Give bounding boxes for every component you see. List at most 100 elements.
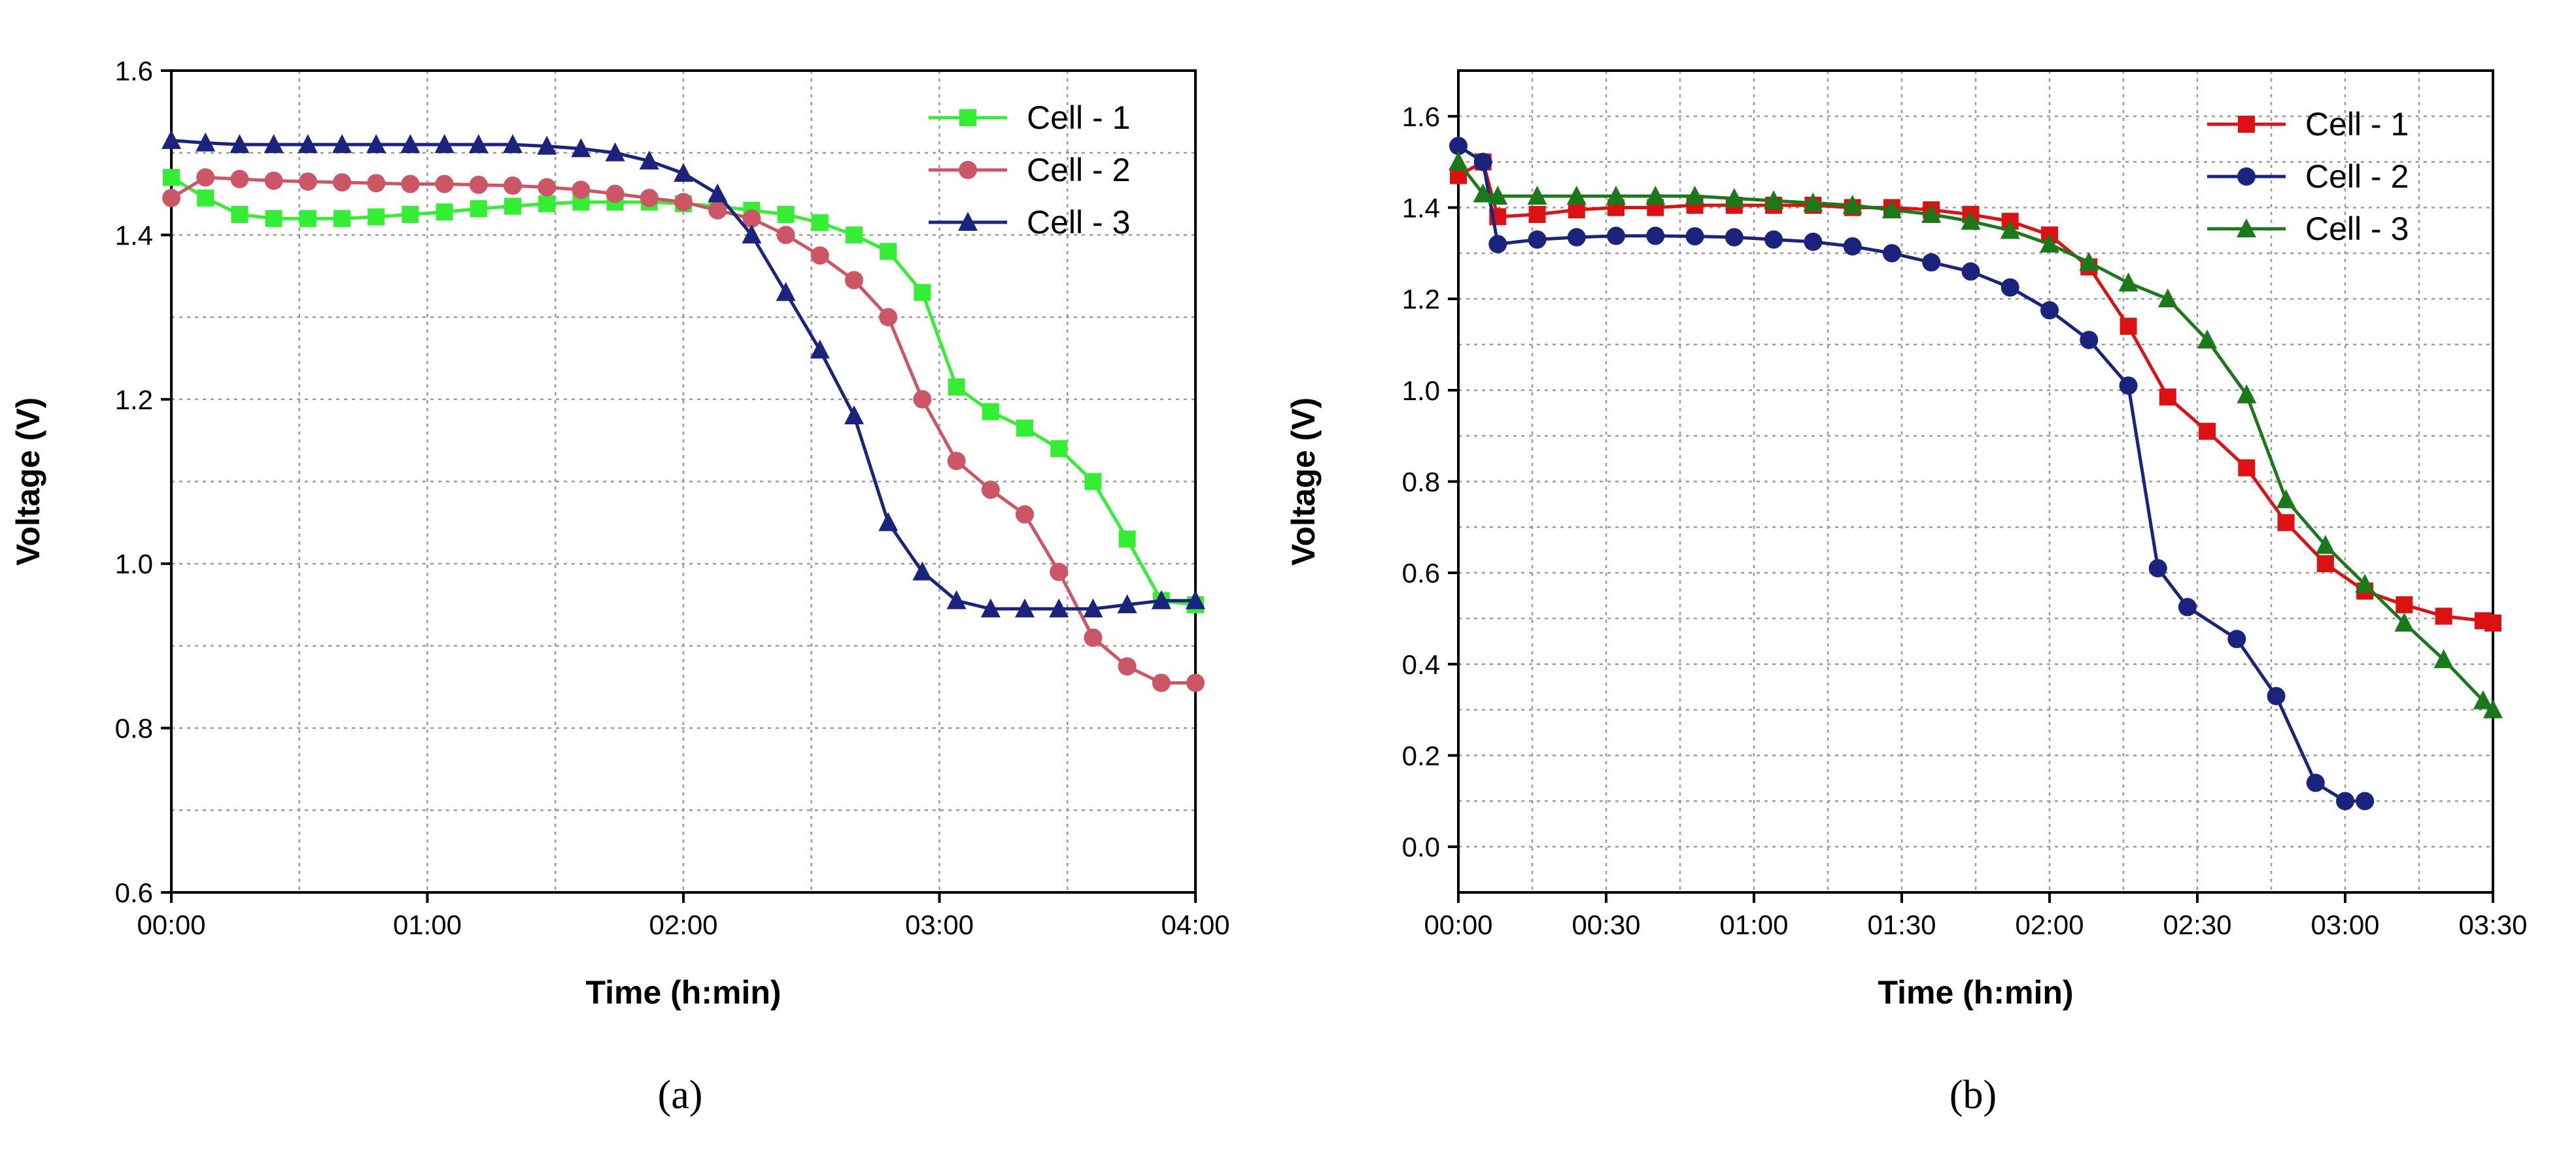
data-point: [606, 184, 625, 203]
data-point: [538, 178, 557, 197]
data-point: [742, 224, 762, 244]
data-point: [777, 205, 795, 223]
data-point: [368, 208, 385, 226]
data-point: [572, 180, 591, 199]
data-point: [1922, 253, 1941, 272]
y-tick-label: 1.0: [115, 549, 153, 579]
data-point: [196, 132, 216, 152]
data-point: [504, 176, 522, 195]
panel-label: (b): [1949, 1073, 1997, 1117]
data-point: [913, 390, 932, 409]
data-point: [571, 138, 591, 158]
legend-swatch-marker: [2237, 167, 2256, 186]
data-point: [980, 598, 1001, 618]
data-point: [1117, 594, 1137, 614]
legend-label: Cell - 2: [2305, 158, 2409, 195]
data-point: [2238, 459, 2256, 477]
y-tick-label: 0.8: [1402, 467, 1440, 498]
data-point: [2157, 288, 2178, 308]
data-point: [1842, 195, 1863, 214]
data-point: [2197, 330, 2218, 349]
data-point: [1606, 186, 1626, 205]
data-point: [811, 214, 829, 231]
data-point: [2435, 607, 2452, 625]
data-point: [2237, 384, 2257, 403]
data-point: [1016, 419, 1033, 437]
data-point: [2080, 331, 2099, 350]
data-point: [2001, 278, 2019, 297]
data-point: [1881, 199, 1902, 218]
y-tick-label: 1.2: [115, 384, 153, 415]
data-point: [470, 200, 487, 218]
y-tick-label: 0.4: [1402, 649, 1440, 680]
data-point: [504, 197, 521, 215]
x-tick-label: 03:30: [2458, 909, 2527, 940]
data-point: [776, 226, 795, 245]
data-point: [1961, 262, 1980, 281]
data-point: [845, 271, 863, 290]
y-tick-label: 1.6: [115, 56, 153, 86]
x-tick-label: 00:00: [1424, 909, 1492, 940]
data-point: [162, 188, 180, 207]
data-point: [1473, 152, 1492, 171]
data-point: [776, 282, 796, 301]
data-point: [2473, 690, 2493, 709]
data-point: [2483, 699, 2503, 719]
data-point: [1646, 226, 1665, 245]
data-point: [333, 173, 351, 192]
data-point: [402, 205, 419, 223]
data-point: [435, 175, 454, 194]
data-point: [1118, 530, 1136, 548]
data-point: [1724, 188, 1744, 207]
data-point: [2178, 598, 2197, 617]
data-point: [264, 134, 284, 154]
data-point: [1685, 227, 1704, 246]
x-tick-label: 03:00: [905, 909, 974, 940]
data-point: [1921, 203, 1942, 223]
data-point: [1528, 230, 1547, 249]
data-point: [2079, 252, 2099, 271]
data-point: [469, 175, 488, 194]
data-point: [2040, 233, 2059, 253]
data-point: [1488, 186, 1508, 205]
legend-swatch-marker: [2237, 218, 2256, 237]
y-axis-label: Voltage (V): [10, 397, 46, 566]
data-point: [366, 134, 386, 154]
y-tick-label: 0.6: [115, 877, 153, 908]
data-point: [1449, 151, 1468, 171]
data-point: [2159, 388, 2176, 406]
y-tick-label: 1.0: [1402, 375, 1440, 406]
data-point: [1725, 228, 1743, 246]
data-point: [1084, 628, 1103, 647]
data-point: [1050, 562, 1069, 581]
data-point: [880, 243, 897, 260]
data-point: [878, 512, 899, 532]
data-point: [639, 150, 659, 170]
data-point: [948, 378, 965, 396]
data-point: [503, 134, 523, 154]
grid: [171, 71, 1195, 892]
data-point: [2356, 792, 2375, 811]
data-point: [197, 189, 215, 207]
series-3: [162, 129, 1205, 618]
series-2: [1449, 137, 2375, 811]
data-point: [537, 135, 557, 155]
legend: Cell - 1 Cell - 2 Cell - 3: [2207, 106, 2409, 247]
legend-label: Cell - 1: [1027, 99, 1130, 136]
legend-label: Cell - 2: [1027, 152, 1130, 188]
data-point: [298, 134, 318, 154]
data-point: [2433, 649, 2454, 668]
x-tick-label: 01:00: [1719, 909, 1788, 940]
data-point: [846, 226, 863, 244]
data-point: [1764, 230, 1783, 249]
data-point: [230, 134, 250, 154]
data-point: [1488, 235, 1507, 254]
legend-swatch-marker: [958, 212, 978, 231]
data-point: [1050, 440, 1068, 458]
data-point: [1527, 186, 1547, 205]
data-point: [708, 201, 727, 220]
y-tick-label: 1.6: [1402, 101, 1440, 132]
data-point: [1152, 673, 1171, 692]
grid: [1458, 71, 2493, 892]
